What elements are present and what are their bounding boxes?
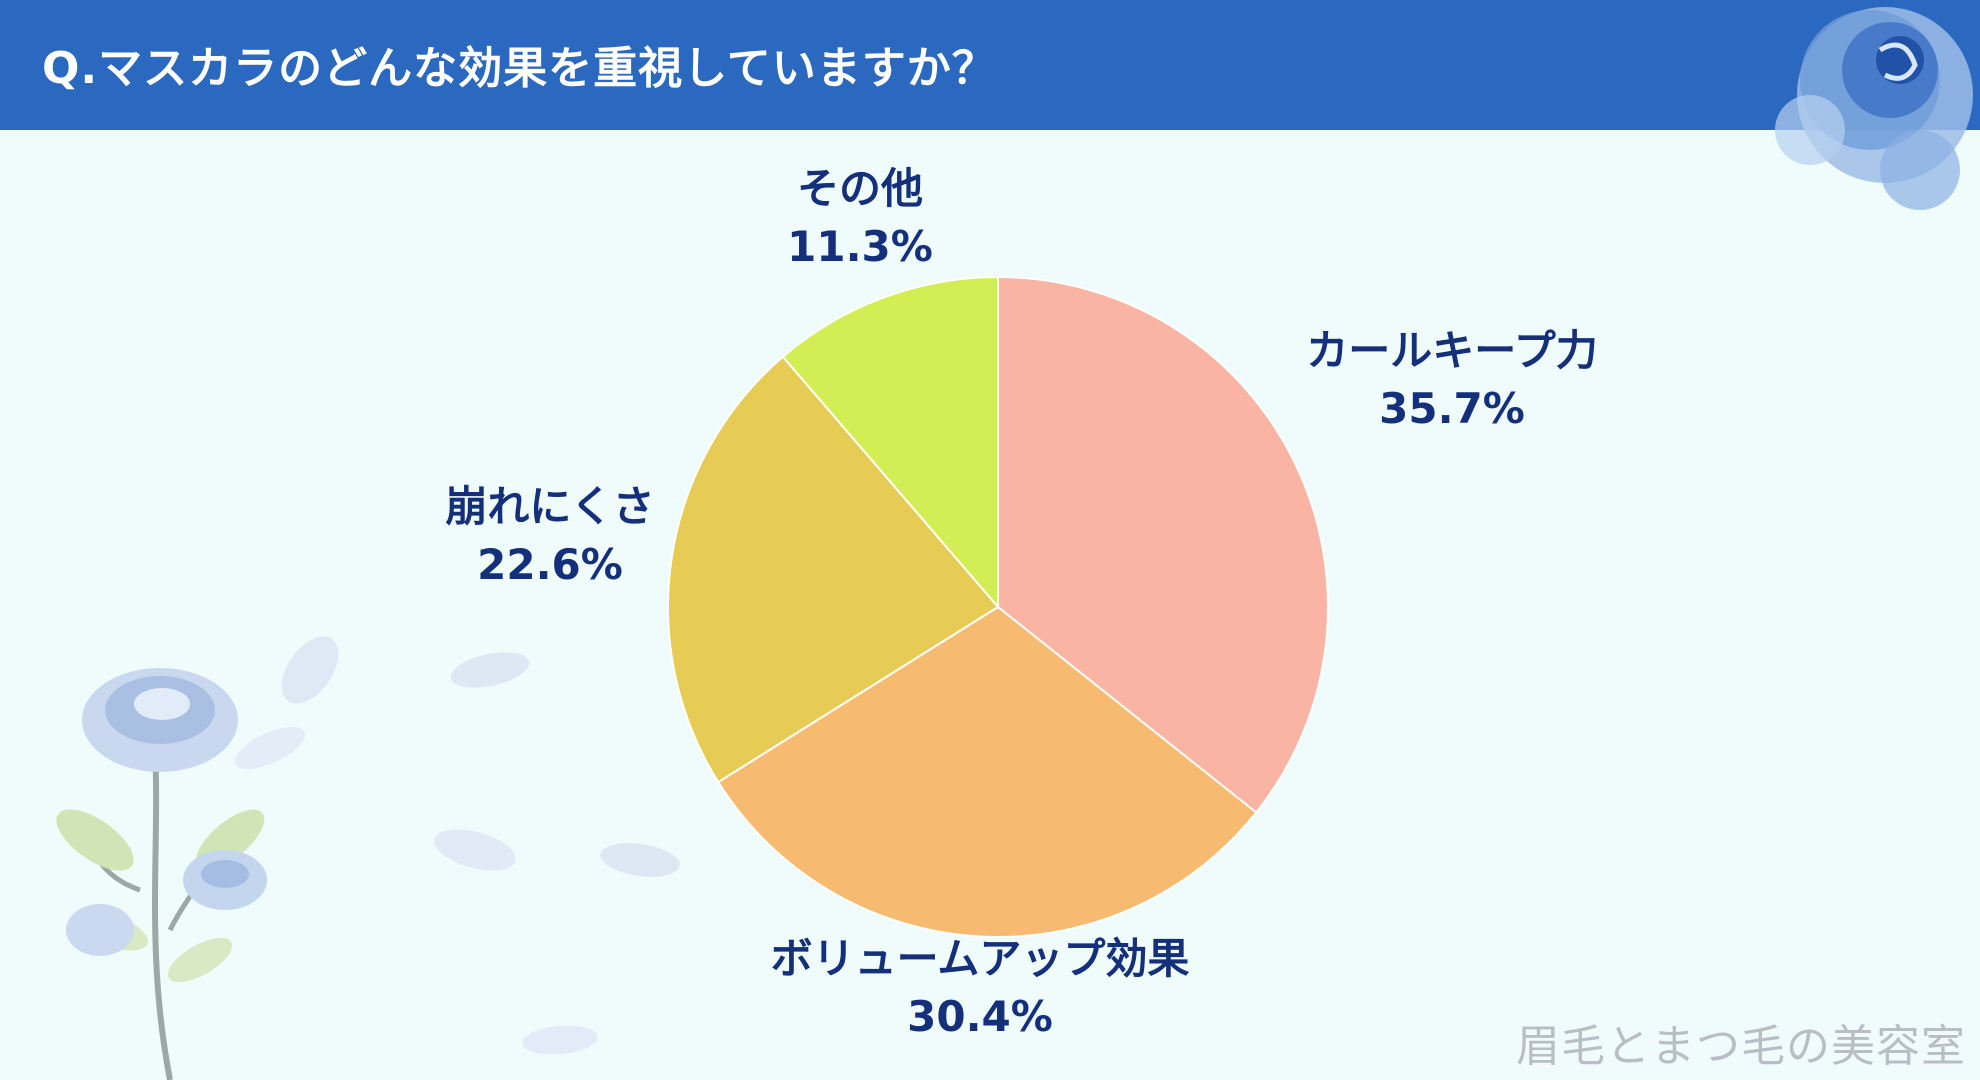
- slice-name: 崩れにくさ: [445, 482, 655, 531]
- slice-name: カールキープ力: [1306, 326, 1598, 375]
- watermark: 眉毛とまつ毛の美容室: [1516, 1021, 1966, 1072]
- slice-label-3: 崩れにくさ 22.6%: [445, 478, 654, 594]
- slice-name: ボリュームアップ効果: [770, 934, 1190, 983]
- slice-name: その他: [796, 164, 923, 213]
- slice-label-2: ボリュームアップ効果 30.4%: [771, 930, 1190, 1046]
- flower-decoration: [56, 636, 680, 1080]
- pie-slice-4: [781, 275, 999, 610]
- slice-label-4: その他 11.3%: [787, 160, 933, 276]
- slice-value: 22.6%: [477, 540, 623, 589]
- slice-value: 35.7%: [1379, 384, 1525, 433]
- pie-slice-3: [667, 355, 1000, 784]
- header-bar: Q.マスカラのどんな効果を重視していますか？: [0, 0, 1980, 130]
- blue-rose-decoration: [1775, 7, 1973, 210]
- page-title: Q.マスカラのどんな効果を重視していますか？: [42, 43, 997, 94]
- slice-label-1: カールキープ力 35.7%: [1306, 322, 1597, 438]
- slice-value: 11.3%: [787, 222, 933, 271]
- pie-slice-2: [716, 605, 1258, 938]
- pie-slice-1: [997, 275, 1329, 814]
- slice-value: 30.4%: [907, 992, 1053, 1041]
